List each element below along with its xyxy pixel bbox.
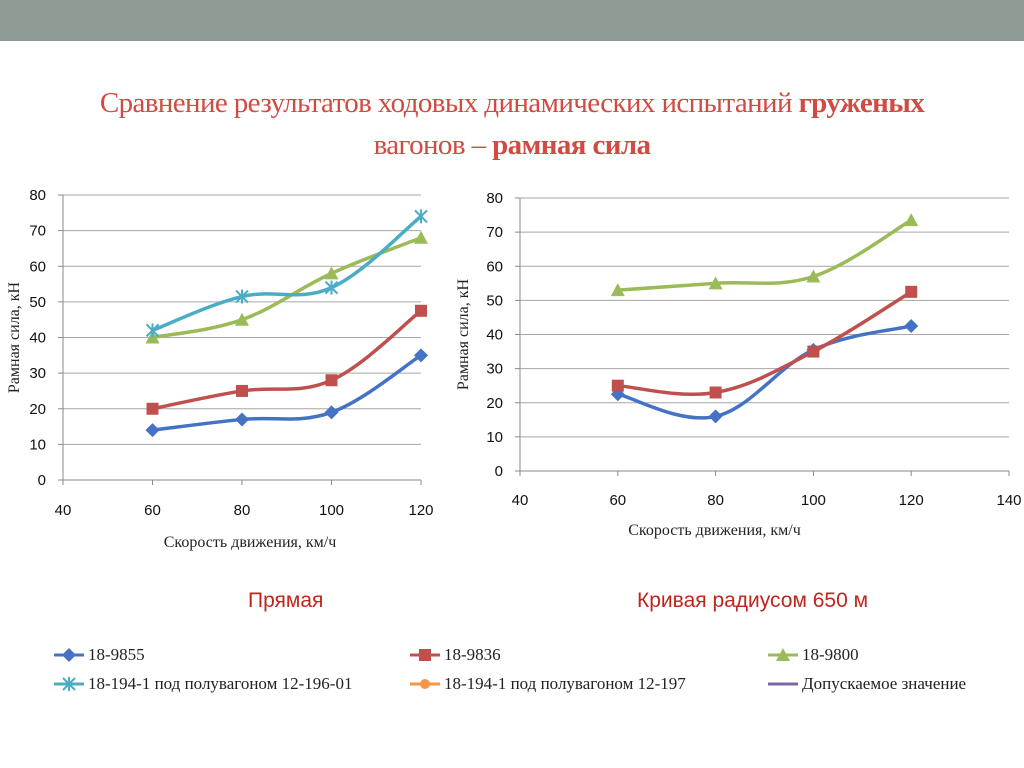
legend-marker (62, 677, 76, 691)
series-line (150, 309, 423, 411)
data-point (708, 409, 723, 424)
y-tick-label: 20 (29, 401, 46, 418)
chart-caption-straight: Прямая (248, 589, 324, 612)
y-tick-label: 70 (486, 224, 503, 241)
y-axis-title: Рамная сила, кН (455, 278, 472, 390)
legend-marker (62, 648, 76, 662)
y-tick-label: 40 (29, 330, 46, 347)
legend-marker (420, 679, 430, 689)
y-tick-label: 80 (486, 190, 503, 207)
legend-item-18-9836: 18-9836 (408, 643, 501, 667)
legend-item-18-194-1-12-196-01: 18-194-1 под полувагоном 12-196-01 (52, 672, 352, 696)
x-tick-label: 100 (319, 502, 344, 519)
y-tick-label: 0 (495, 463, 503, 480)
y-tick-label: 70 (29, 223, 46, 240)
data-point (905, 285, 918, 298)
legend-marker (776, 648, 790, 661)
data-point (708, 276, 723, 290)
legend-item-18-194-1-12-197: 18-194-1 под полувагоном 12-197 (408, 672, 686, 696)
legend-swatch (54, 677, 84, 691)
legend-label: 18-194-1 под полувагоном 12-197 (444, 674, 686, 693)
y-tick-label: 10 (29, 436, 46, 453)
legend-label: 18-9800 (802, 645, 859, 664)
y-tick-label: 80 (29, 187, 46, 204)
data-point (235, 312, 249, 326)
series-line (616, 290, 913, 397)
y-tick-label: 0 (38, 472, 46, 489)
chart-1: 0 10 20 30 40 50 60 70 80 40 60 80 100 120 140 Скорость… (455, 190, 1022, 539)
data-point (324, 280, 339, 295)
y-tick-label: 50 (486, 292, 503, 309)
x-axis-title: Скорость движения, км/ч (164, 534, 337, 551)
x-tick-label: 60 (609, 492, 626, 509)
data-point (325, 374, 338, 387)
y-tick-label: 60 (29, 258, 46, 275)
data-point (709, 386, 722, 399)
x-tick-label: 120 (408, 502, 433, 519)
legend-swatch (410, 649, 440, 661)
chart-caption-curve: Кривая радиусом 650 м (637, 589, 869, 612)
series-line (616, 324, 913, 420)
legend-swatch (768, 682, 798, 686)
title-text-2: вагонов – (373, 129, 487, 161)
legend-marker (419, 649, 431, 661)
series-line (150, 214, 423, 333)
data-point (806, 269, 821, 283)
y-tick-label: 10 (486, 429, 503, 446)
y-tick-label: 30 (486, 361, 503, 378)
data-point (415, 304, 427, 317)
legend-label: Допускаемое значение (802, 674, 967, 693)
legend-swatch (410, 679, 440, 689)
data-point (235, 412, 249, 427)
y-axis-title: Рамная сила, кН (6, 281, 23, 393)
x-tick-label: 120 (899, 492, 924, 509)
series-line (150, 353, 423, 432)
x-tick-label: 140 (996, 492, 1021, 509)
legend-label: 18-9836 (444, 645, 501, 664)
data-point (807, 345, 820, 358)
x-tick-label: 40 (55, 502, 72, 519)
title-bold-1: груженых (798, 87, 925, 119)
legend-swatch (768, 648, 798, 661)
top-bar (0, 0, 1024, 41)
data-point (904, 213, 919, 227)
data-point (146, 402, 159, 415)
legend-item-18-9855: 18-9855 (52, 643, 145, 667)
y-tick-label: 60 (486, 258, 503, 275)
series-line (616, 218, 913, 292)
y-tick-label: 50 (29, 294, 46, 311)
x-axis-title: Скорость движения, км/ч (628, 522, 801, 539)
data-point (324, 405, 339, 420)
data-point (414, 209, 428, 224)
x-tick-label: 60 (144, 502, 161, 519)
legend-label: 18-194-1 под полувагоном 12-196-01 (88, 674, 353, 693)
data-point (235, 289, 249, 304)
legend: 18-9855 18-9836 18-9800 18-194-1 под пол… (0, 643, 1024, 703)
x-tick-label: 80 (234, 502, 251, 519)
data-point (610, 283, 625, 297)
y-tick-label: 40 (486, 327, 503, 344)
y-tick-label: 20 (486, 395, 503, 412)
legend-item-allowable: Допускаемое значение (766, 672, 966, 696)
data-point (145, 323, 160, 338)
title-text-1: Сравнение результатов ходовых динамическ… (99, 87, 793, 119)
data-point (904, 318, 919, 333)
legend-swatch (54, 648, 84, 662)
title-bold-2: рамная сила (492, 129, 651, 161)
legend-label: 18-9855 (88, 645, 145, 664)
x-tick-label: 100 (801, 492, 826, 509)
slide-title: Сравнение результатов ходовых динамическ… (20, 82, 1004, 166)
chart-0: 0 10 20 30 40 50 60 70 80 40 60 80 100 120 Скорость дв… (6, 187, 434, 551)
data-point (414, 230, 428, 244)
y-tick-label: 30 (29, 365, 46, 382)
data-point (611, 379, 624, 392)
legend-item-18-9800: 18-9800 (766, 643, 859, 667)
x-tick-label: 40 (512, 492, 529, 509)
data-point (324, 266, 339, 280)
x-tick-label: 80 (707, 492, 724, 509)
data-point (145, 423, 160, 438)
data-point (414, 348, 428, 363)
data-point (236, 384, 248, 397)
